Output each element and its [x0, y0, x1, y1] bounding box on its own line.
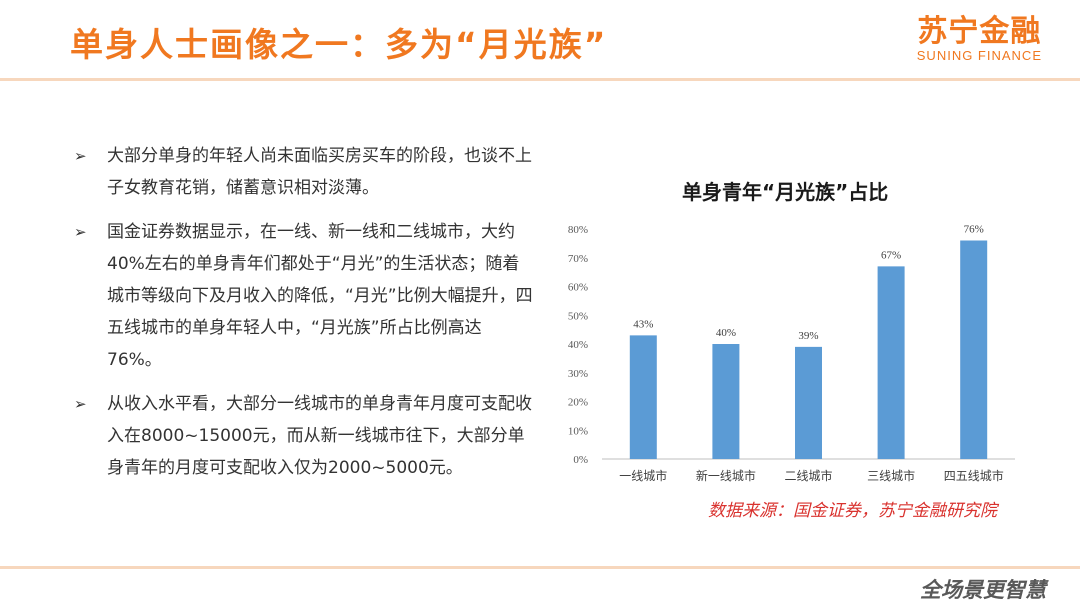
y-tick-label: 70% [568, 253, 588, 265]
bullet-item: ➢ 从收入水平看，大部分一线城市的单身青年月度可支配收入在8000~15000元… [74, 388, 534, 484]
x-tick-label: 四五线城市 [944, 468, 1004, 483]
chart-title: 单身青年“月光族”占比 [682, 180, 889, 204]
y-tick-label: 20% [568, 397, 588, 409]
x-tick-label: 三线城市 [867, 468, 915, 483]
data-label: 67% [881, 249, 901, 261]
bar [629, 335, 657, 459]
logo-english-text: SUNING FINANCE [916, 48, 1042, 63]
bar [795, 346, 822, 459]
x-tick-label: 新一线城市 [696, 468, 756, 483]
bullet-text: 从收入水平看，大部分一线城市的单身青年月度可支配收入在8000~15000元，而… [107, 394, 532, 478]
data-label: 40% [716, 327, 736, 339]
logo-chinese-text: 苏宁金融 [917, 14, 1042, 49]
data-source-note: 数据来源：国金证券，苏宁金融研究院 [708, 501, 997, 521]
bullet-text: 大部分单身的年轻人尚未面临买房买车的阶段，也谈不上子女教育花销，储蓄意识相对淡薄… [107, 146, 532, 198]
y-tick-label: 50% [568, 310, 588, 322]
x-tick-label: 二线城市 [784, 468, 832, 483]
y-tick-label: 0% [573, 454, 588, 466]
bullet-list: ➢ 大部分单身的年轻人尚未面临买房买车的阶段，也谈不上子女教育花销，储蓄意识相对… [74, 140, 534, 496]
bar-chart: 0% 10% 20% 30% 40% 50% 60% 70% 80% 43% 一线城市 40% 新一线城… [568, 224, 1015, 483]
arrow-bullet-icon: ➢ [74, 223, 87, 241]
y-tick-label: 80% [568, 224, 588, 236]
bullet-text: 国金证券数据显示，在一线、新一线和二线城市，大约40%左右的单身青年们都处于“月… [107, 222, 533, 370]
y-tick-label: 30% [568, 368, 588, 380]
bullet-item: ➢ 国金证券数据显示，在一线、新一线和二线城市，大约40%左右的单身青年们都处于… [74, 216, 534, 376]
data-label: 39% [798, 330, 818, 342]
arrow-bullet-icon: ➢ [74, 395, 87, 413]
bar [877, 266, 905, 459]
bullet-item: ➢ 大部分单身的年轻人尚未面临买房买车的阶段，也谈不上子女教育花销，储蓄意识相对… [74, 140, 534, 204]
footer-slogan: 全场景更智慧 [920, 578, 1046, 602]
y-tick-label: 60% [568, 282, 588, 294]
bar [960, 240, 988, 459]
y-tick-label: 10% [568, 425, 588, 437]
y-tick-label: 40% [568, 339, 588, 351]
suning-finance-logo: 苏宁金融 SUNING FINANCE [917, 16, 1042, 64]
arrow-bullet-icon: ➢ [74, 147, 87, 165]
x-tick-label: 一线城市 [619, 468, 667, 483]
header-divider [0, 78, 1080, 81]
data-label: 76% [964, 224, 984, 236]
page-title: 单身人士画像之一：多为“月光族” [70, 25, 608, 64]
bar [712, 344, 740, 459]
data-label: 43% [633, 318, 653, 330]
footer-divider [0, 566, 1080, 569]
